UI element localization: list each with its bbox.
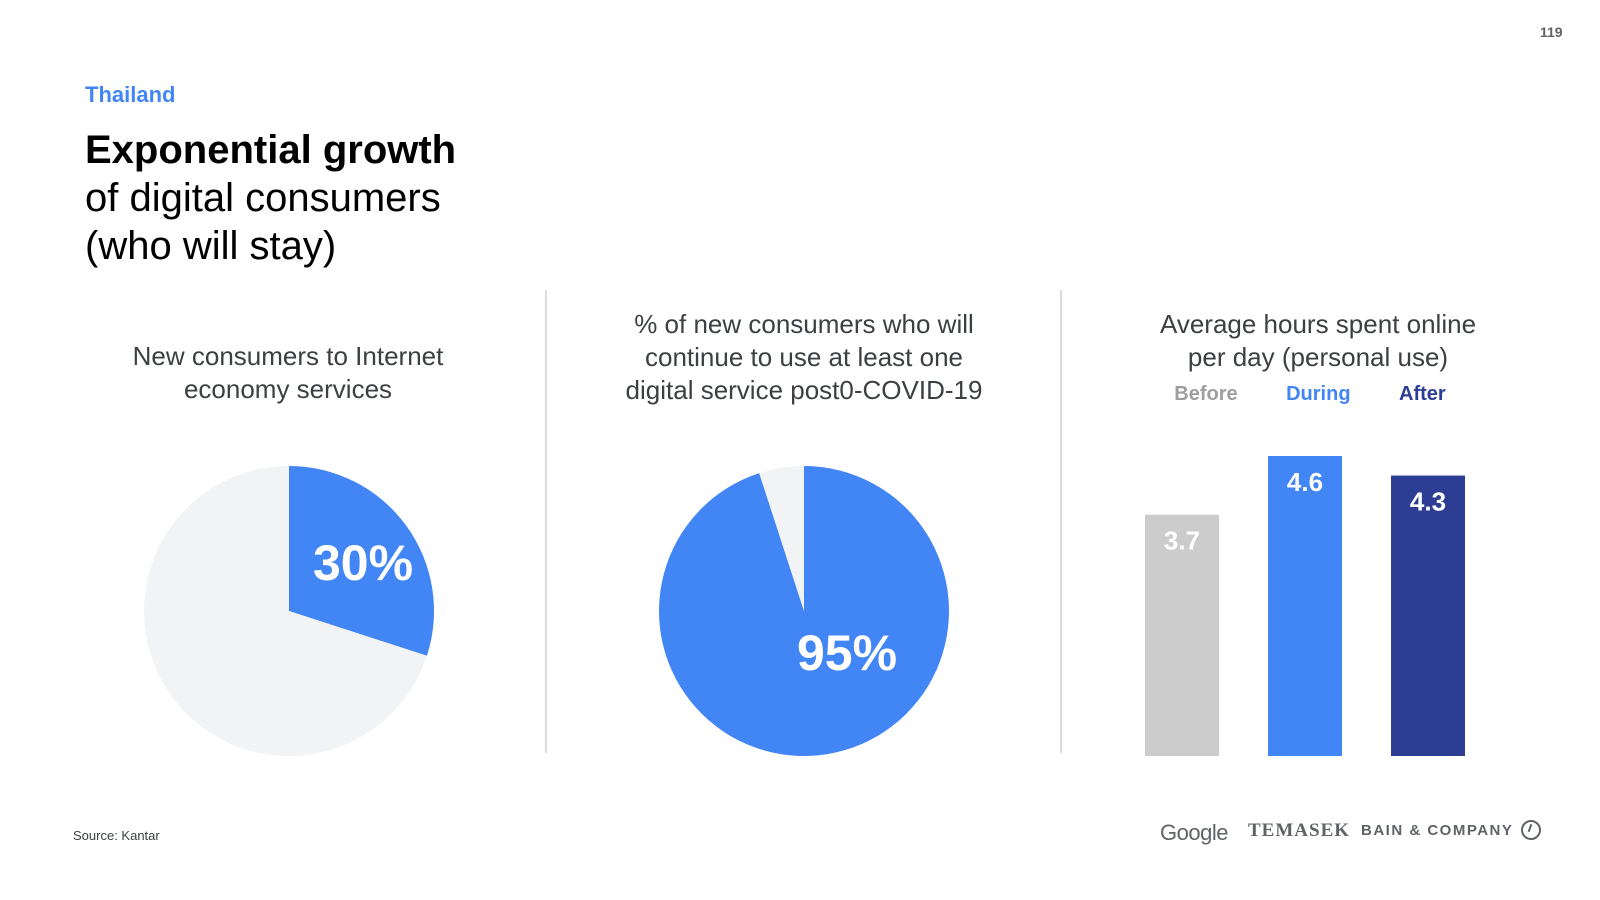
chart2-title-line: continue to use at least one	[644, 342, 963, 372]
title-line-3: (who will stay)	[85, 224, 337, 268]
chart1-title: New consumers to Internet economy servic…	[78, 340, 498, 406]
page-number: 119	[1540, 24, 1563, 40]
chart1-title-line: New consumers to Internet	[132, 341, 444, 371]
bain-logo-text: BAIN & COMPANY	[1361, 821, 1514, 839]
google-logo: Google	[1160, 820, 1228, 845]
bar-value-label: 4.6	[1287, 467, 1323, 497]
bar-legend: Before During After	[1150, 383, 1470, 406]
divider-right	[1060, 290, 1062, 753]
pie-slice-rest	[144, 466, 427, 756]
country-label: Thailand	[85, 82, 176, 107]
pie-value-label: 95%	[797, 625, 897, 681]
divider-left	[545, 290, 547, 753]
chart2-title-line: digital service post0-COVID-19	[625, 375, 983, 405]
chart3-title: Average hours spent online per day (pers…	[1108, 308, 1528, 374]
chart3-title-line: per day (personal use)	[1187, 342, 1449, 372]
pie-slice-highlight	[289, 466, 434, 656]
page-title: Exponential growth of digital consumers …	[85, 126, 565, 270]
title-bold-line: Exponential growth	[85, 128, 457, 172]
pie-slice-rest	[759, 466, 804, 611]
legend-during: During	[1286, 383, 1351, 405]
legend-after: After	[1399, 383, 1446, 405]
chart1-title-line: economy services	[183, 374, 393, 404]
bar-during	[1268, 456, 1342, 756]
bar-before	[1145, 514, 1219, 756]
pie-value-label: 30%	[313, 535, 413, 591]
pie-chart-continue-use: 95%	[659, 466, 949, 756]
chart3-title-line: Average hours spent online	[1159, 309, 1477, 339]
chart2-title: % of new consumers who will continue to …	[594, 308, 1014, 407]
bar-after	[1391, 475, 1465, 756]
legend-before: Before	[1174, 383, 1238, 405]
bar-value-label: 4.3	[1410, 487, 1446, 517]
bain-logo: BAIN & COMPANY	[1361, 820, 1542, 840]
temasek-logo: TEMASEK	[1248, 820, 1351, 841]
bain-mark-icon	[1521, 820, 1542, 840]
bar-value-label: 3.7	[1164, 526, 1200, 556]
bar-chart-hours-online: 3.7 4.6 4.3	[1145, 456, 1465, 756]
pie-chart-new-consumers: 30%	[144, 466, 434, 756]
source-note: Source: Kantar	[73, 828, 160, 843]
title-line-2: of digital consumers	[85, 176, 441, 220]
chart2-title-line: % of new consumers who will	[634, 309, 974, 339]
